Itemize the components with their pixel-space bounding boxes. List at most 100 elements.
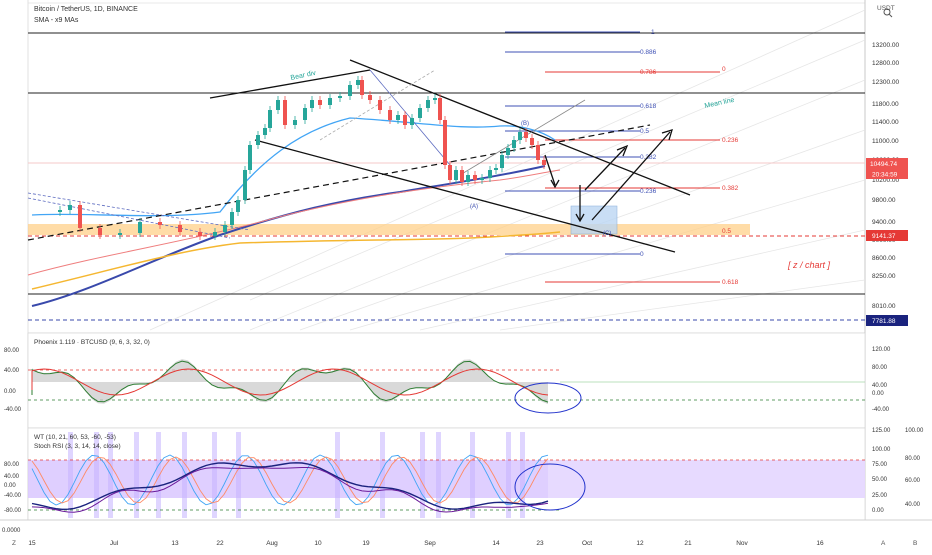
candle-body	[500, 155, 504, 168]
indicator-title[interactable]: SMA - x9 MAs	[34, 17, 79, 24]
wt-signal-bar	[212, 432, 217, 518]
level-red-value: 9141.37	[872, 233, 896, 240]
candle-body	[98, 228, 102, 235]
candle-body	[328, 98, 332, 105]
candle-body	[213, 232, 217, 236]
price-tick-label: 8010.00	[872, 303, 896, 310]
fib-red-label: 0.786	[640, 69, 657, 76]
price-tick-label: 11400.00	[872, 119, 899, 126]
price-tick-label: 12300.00	[872, 79, 899, 86]
wt-left-tick: 40.00	[4, 474, 20, 480]
fib-red-label: 0.382	[722, 185, 739, 192]
wt-right-tick: 25.00	[872, 493, 888, 499]
time-tick-label: Sep	[424, 540, 436, 547]
wt-signal-bar	[420, 432, 425, 518]
time-axis[interactable]: 15 Jul 13 22 Aug 10 19 Sep 14 23 Oct 12 21 Nov 16	[28, 540, 824, 547]
stoch-d-line	[31, 456, 549, 504]
candle-body	[378, 100, 382, 110]
candle-body	[138, 222, 142, 233]
candle-body	[360, 80, 364, 95]
time-tick-label: 21	[684, 540, 692, 547]
candle-body	[454, 170, 458, 180]
bars-button[interactable]: B	[913, 540, 917, 547]
candle-body	[243, 170, 247, 200]
phoenix-right-tick: 40.00	[872, 383, 888, 389]
fib-red-label: 0.236	[722, 137, 739, 144]
time-tick-label: Nov	[736, 540, 748, 547]
phoenix-title[interactable]: Phoenix 1.119 · BTCUSD (9, 6, 3, 32, 0)	[34, 339, 150, 346]
wt-left-axis: 80.00 40.00 0.00 -40.00 -80.00	[4, 462, 22, 514]
candle-body	[473, 175, 477, 180]
level-red-tag	[866, 230, 908, 241]
phoenix-histogram	[32, 359, 548, 405]
channel-bottom-line[interactable]	[254, 139, 676, 253]
candle-body	[466, 175, 470, 182]
candle-body	[318, 100, 322, 105]
candle-body	[426, 100, 430, 108]
candle-body	[488, 170, 492, 178]
phoenix-right-tick: 120.00	[872, 347, 891, 353]
fib-red-levels[interactable]	[545, 71, 720, 283]
ma-red-line[interactable]	[27, 169, 561, 276]
target-box[interactable]	[570, 205, 618, 235]
phoenix-slow-line	[31, 368, 549, 396]
wt-left-tick: -40.00	[4, 493, 22, 499]
highlight-circle	[514, 463, 586, 511]
candle-body	[68, 205, 72, 210]
wt-signal-bar	[68, 432, 73, 518]
candlestick-series[interactable]	[58, 76, 546, 240]
symbol-title[interactable]: Bitcoin / TetherUS, 1D, BINANCE	[34, 6, 138, 13]
projection-arrows[interactable]	[544, 129, 673, 223]
wave-c-label: (C)	[603, 231, 611, 237]
search-icon[interactable]	[883, 8, 893, 18]
mean-line[interactable]	[27, 124, 651, 241]
stoch-rsi-title[interactable]: Stoch RSI (3, 3, 14, 14, close)	[34, 443, 121, 450]
wt-signal-bar	[520, 432, 525, 518]
price-tick-label: 9800.00	[872, 197, 896, 204]
auto-scale-button[interactable]: A	[881, 540, 886, 547]
wt-title[interactable]: WT (10, 21, 60, 53, -60, -53)	[34, 434, 116, 441]
fib-red-label: 0.618	[722, 279, 739, 286]
main-pane[interactable]	[27, 2, 866, 334]
candle-body	[268, 110, 272, 128]
grey-channel-line	[459, 99, 586, 176]
ma-orange-line[interactable]	[31, 231, 561, 290]
currency-label[interactable]: USDT	[877, 5, 895, 12]
price-tick-label: 10200.00	[872, 177, 899, 184]
wt-far-right-tick: 80.00	[905, 456, 921, 462]
bear-div-trendline[interactable]	[209, 69, 371, 99]
time-tick-label: 15	[28, 540, 36, 547]
time-tick-label: Jul	[110, 540, 119, 547]
wt-right-tick: 0.00	[872, 508, 884, 514]
wt-right-tick: 100.00	[872, 447, 891, 453]
fib-blue-label: 0.382	[640, 154, 657, 161]
fib-red-label: 0	[722, 66, 726, 73]
wt-signal-bar	[134, 432, 139, 518]
candle-body	[356, 80, 360, 85]
fib-blue-label: 1	[651, 29, 655, 36]
candle-body	[348, 85, 352, 96]
wt-right-tick: 50.00	[872, 477, 888, 483]
current-price: 10494.74	[870, 161, 897, 168]
candle-body	[310, 100, 314, 108]
countdown-tag	[866, 169, 908, 179]
price-tick-label: 8250.00	[872, 273, 896, 280]
fib-blue-label: 0.618	[640, 103, 657, 110]
candle-body	[178, 225, 182, 232]
wavetrend-oscillator[interactable]	[28, 432, 865, 518]
time-tick-label: 14	[492, 540, 500, 547]
price-tick-label: 13200.00	[872, 42, 899, 49]
phoenix-oscillator[interactable]	[28, 359, 865, 405]
ma-200-line[interactable]	[31, 165, 546, 307]
candle-body	[443, 120, 447, 165]
level-blue-value: 7781.88	[872, 318, 896, 325]
z-button[interactable]: Z	[12, 540, 16, 547]
demand-zone[interactable]	[28, 224, 750, 235]
time-tick-label: 23	[536, 540, 544, 547]
highlight-circle	[514, 382, 582, 414]
level-blue-tag	[866, 315, 908, 326]
ma-blue-line[interactable]	[31, 117, 556, 217]
wt-right-axis: 125.00 100.00 75.00 50.00 25.00 0.00	[872, 428, 891, 514]
